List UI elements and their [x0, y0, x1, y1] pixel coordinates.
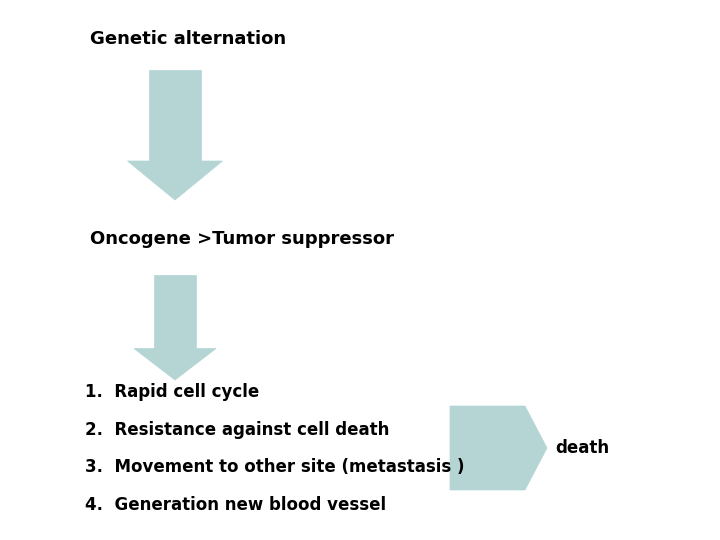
- Text: 4.  Generation new blood vessel: 4. Generation new blood vessel: [85, 496, 386, 514]
- Text: Genetic alternation: Genetic alternation: [90, 30, 286, 48]
- Polygon shape: [134, 348, 216, 380]
- Text: Oncogene >Tumor suppressor: Oncogene >Tumor suppressor: [90, 230, 394, 248]
- Text: 1.  Rapid cell cycle: 1. Rapid cell cycle: [85, 383, 259, 401]
- Text: 2.  Resistance against cell death: 2. Resistance against cell death: [85, 421, 390, 439]
- Polygon shape: [149, 70, 201, 161]
- Text: 3.  Movement to other site (metastasis ): 3. Movement to other site (metastasis ): [85, 458, 464, 476]
- Polygon shape: [127, 161, 222, 200]
- Polygon shape: [450, 406, 547, 490]
- Polygon shape: [154, 275, 196, 348]
- Text: death: death: [555, 439, 609, 457]
